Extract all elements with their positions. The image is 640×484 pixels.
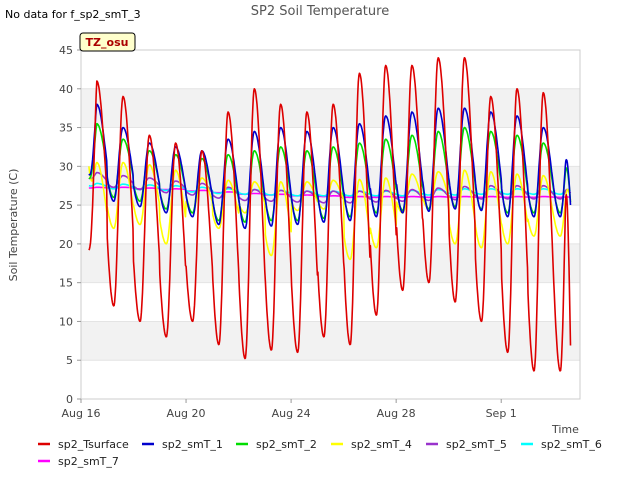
site-badge: TZ_osu: [79, 32, 136, 52]
band-7: [81, 88, 580, 128]
x-tick-label: Aug 28: [377, 407, 416, 420]
y-tick-label: 20: [59, 238, 73, 251]
legend-label-sp2_smT_1: sp2_smT_1: [162, 438, 223, 451]
background-bands: [81, 88, 580, 361]
y-axis-ticks: 0 5 10 15 20 25 30 35 40 45: [59, 44, 81, 406]
legend-label-sp2_smT_6: sp2_smT_6: [541, 438, 602, 451]
y-tick-label: 0: [66, 393, 73, 406]
y-tick-label: 5: [66, 354, 73, 367]
site-badge-label: TZ_osu: [86, 36, 129, 49]
y-tick-label: 25: [59, 199, 73, 212]
x-axis-label: Time: [551, 423, 579, 436]
legend: sp2_Tsurface sp2_smT_1 sp2_smT_2 sp2_smT_4 s…: [38, 438, 602, 468]
chart-title: SP2 Soil Temperature: [251, 4, 389, 19]
legend-label-sp2_smT_5: sp2_smT_5: [446, 438, 507, 451]
y-tick-label: 15: [59, 277, 73, 290]
x-tick-label: Aug 20: [167, 407, 206, 420]
y-tick-label: 10: [59, 315, 73, 328]
x-tick-label: Sep 1: [486, 407, 517, 420]
legend-label-sp2_smT_7: sp2_smT_7: [58, 455, 119, 468]
site-badge-box: [79, 32, 136, 52]
band-3: [81, 243, 580, 283]
y-tick-label: 45: [59, 44, 73, 57]
x-axis-ticks: Aug 16 Aug 20 Aug 24 Aug 28 Sep 1: [62, 399, 517, 420]
no-data-note: No data for f_sp2_smT_3: [5, 8, 141, 21]
series-line-sp2_Tsurface: [88, 56, 572, 372]
y-axis-label: Soil Temperature (C): [7, 169, 20, 282]
x-tick-label: Aug 16: [62, 407, 101, 420]
plot-frame: [80, 49, 581, 400]
y-tick-label: 40: [59, 83, 73, 96]
y-tick-label: 35: [59, 122, 73, 135]
legend-label-sp2_Tsurface: sp2_Tsurface: [58, 438, 129, 451]
x-tick-label: Aug 24: [272, 407, 311, 420]
y-tick-label: 30: [59, 160, 73, 173]
legend-label-sp2_smT_2: sp2_smT_2: [256, 438, 317, 451]
legend-label-sp2_smT_4: sp2_smT_4: [351, 438, 412, 451]
series-lines: [88, 56, 572, 372]
